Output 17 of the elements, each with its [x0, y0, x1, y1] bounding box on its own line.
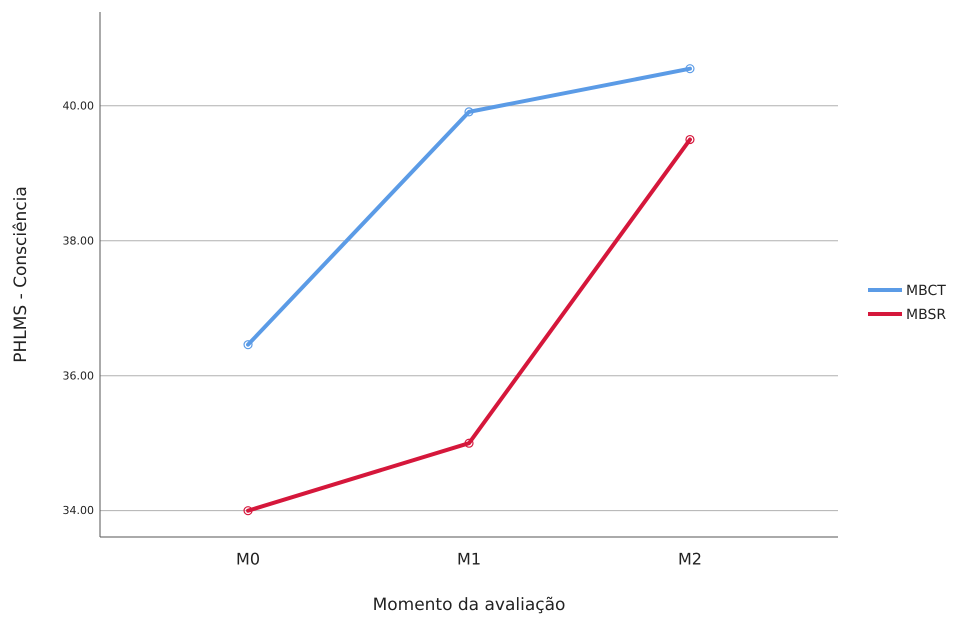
x-tick-label: M0: [236, 549, 260, 568]
legend-label: MBCT: [906, 283, 946, 299]
x-tick-label: M2: [678, 549, 702, 568]
y-tick-label: 36.00: [62, 369, 94, 382]
point: [464, 107, 474, 116]
y-tick-label: 40.00: [62, 99, 94, 112]
legend-label: MBSR: [906, 307, 946, 323]
point: [243, 340, 253, 350]
point: [243, 506, 253, 516]
y-tick-label: 38.00: [62, 234, 94, 248]
x-tick-label: M1: [457, 549, 481, 568]
x-axis-title: Momento da avaliação: [372, 595, 566, 615]
point: [464, 438, 474, 448]
point: [685, 134, 695, 144]
y-axis-title: PHLMS - Consciência: [11, 186, 31, 363]
y-tick-label: 34.00: [62, 504, 94, 518]
point: [685, 64, 695, 74]
